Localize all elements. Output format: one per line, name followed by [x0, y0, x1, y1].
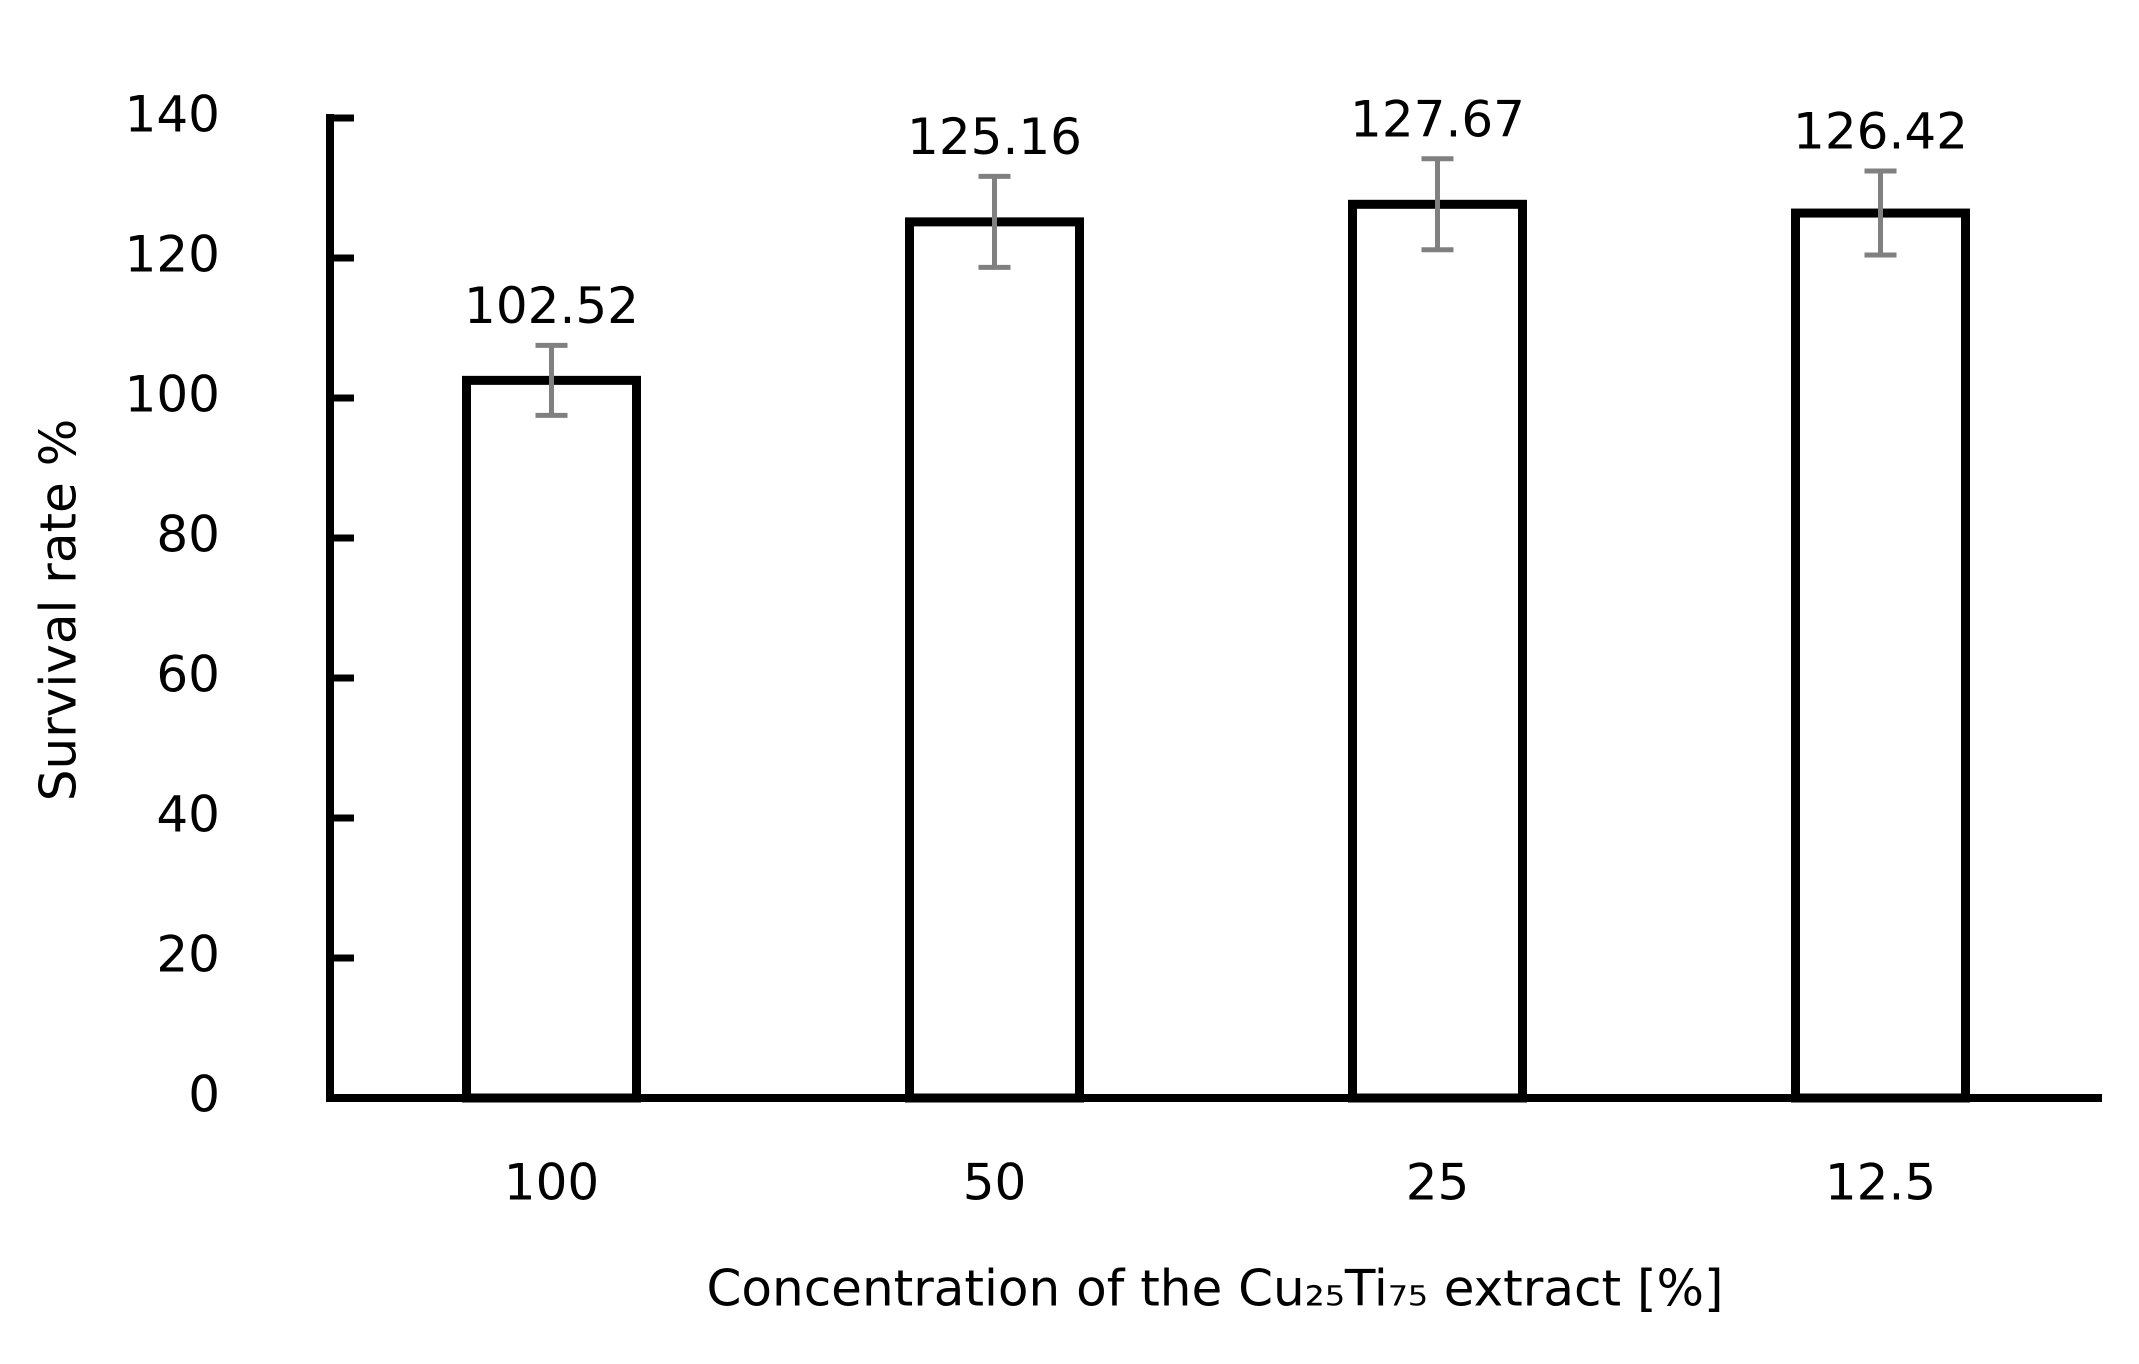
bar [1348, 199, 1527, 1103]
y-tick-label: 100 [125, 366, 220, 424]
value-label: 102.52 [464, 277, 639, 335]
x-tick-label: 12.5 [1825, 1154, 1936, 1212]
x-axis-label: Concentration of the Cu₂₅Ti₇₅ extract [%… [707, 1260, 1724, 1318]
y-tick-label: 120 [125, 226, 220, 284]
value-label: 125.16 [907, 108, 1082, 166]
y-tick-label: 140 [125, 86, 220, 144]
y-tick-label: 60 [156, 646, 220, 704]
y-tick-label: 20 [156, 926, 220, 984]
bar [905, 217, 1084, 1103]
x-tick-label: 100 [504, 1154, 599, 1212]
y-tick-label: 80 [156, 506, 220, 564]
y-tick-label: 40 [156, 786, 220, 844]
x-tick-label: 50 [963, 1154, 1027, 1212]
value-label: 127.67 [1350, 90, 1525, 148]
y-axis-label: Survival rate % [30, 419, 88, 801]
value-label: 126.42 [1793, 103, 1968, 161]
bar [1791, 208, 1970, 1103]
x-tick-label: 25 [1406, 1154, 1470, 1212]
y-tick-label: 0 [188, 1066, 220, 1124]
bar [462, 375, 641, 1103]
